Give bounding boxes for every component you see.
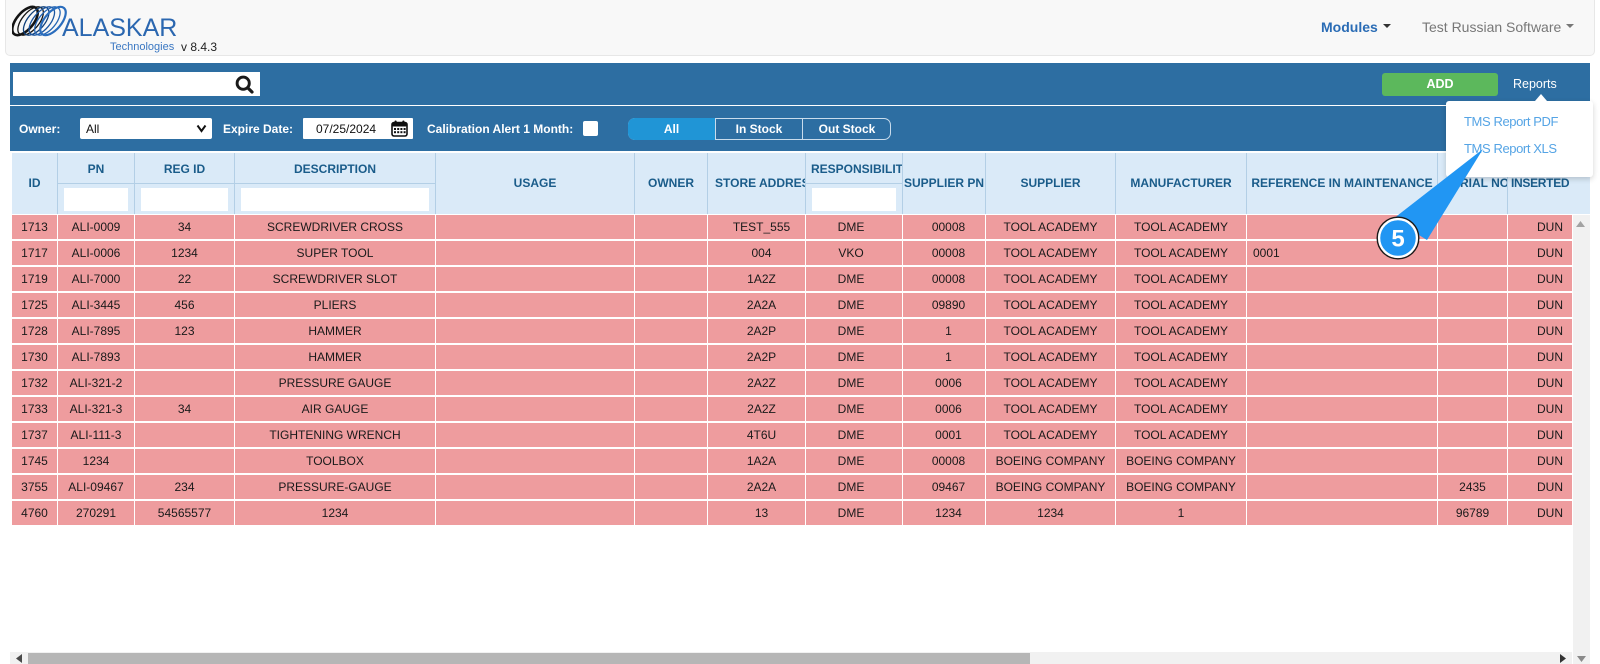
svg-text:5: 5 bbox=[1391, 226, 1404, 253]
